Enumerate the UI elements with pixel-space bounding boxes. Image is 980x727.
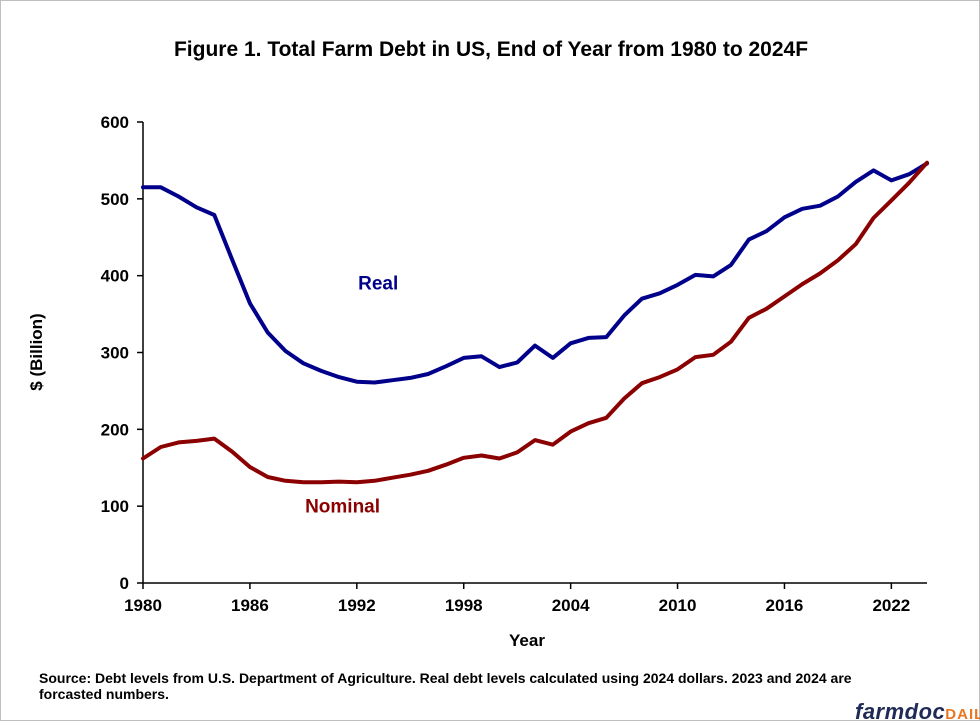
series-line-nominal [141, 160, 929, 485]
series-line-real [141, 161, 929, 385]
x-tick-label: 1980 [124, 596, 162, 615]
y-tick-label: 100 [101, 497, 129, 516]
x-tick-label: 2010 [659, 596, 697, 615]
x-tick-label: 2004 [552, 596, 590, 615]
series-label-real: Real [358, 273, 398, 294]
series-layer [141, 160, 929, 485]
y-tick-label: 0 [120, 574, 129, 593]
x-tick-label: 1986 [231, 596, 269, 615]
x-tick-label: 2022 [872, 596, 910, 615]
farmdoc-logo[interactable]: farmdocDAIL [855, 700, 980, 727]
brand-main: farmdoc [855, 699, 946, 724]
y-tick-label: 600 [101, 113, 129, 132]
annotation-layer: Real Nominal [305, 273, 398, 517]
x-axis-label: Year [509, 631, 545, 650]
y-tick-label: 500 [101, 190, 129, 209]
series-label-nominal: Nominal [305, 496, 380, 517]
brand-accent: DAIL [945, 706, 980, 723]
source-line-2: forcasted numbers. [39, 686, 169, 702]
x-tick-label: 1992 [338, 596, 376, 615]
axes: 0 100 200 300 400 500 600 1980 1986 1992 1998 2004 2… [101, 113, 927, 615]
y-tick-label: 400 [101, 267, 129, 286]
y-axis-label: $ (Billion) [27, 313, 46, 390]
source-note: Source: Debt levels from U.S. Department… [39, 670, 969, 702]
y-tick-label: 300 [101, 344, 129, 363]
x-tick-label: 1998 [445, 596, 483, 615]
y-tick-label: 200 [101, 420, 129, 439]
chart-title: Figure 1. Total Farm Debt in US, End of … [174, 38, 808, 61]
source-line-1: Source: Debt levels from U.S. Department… [39, 670, 852, 686]
x-tick-label: 2016 [766, 596, 804, 615]
